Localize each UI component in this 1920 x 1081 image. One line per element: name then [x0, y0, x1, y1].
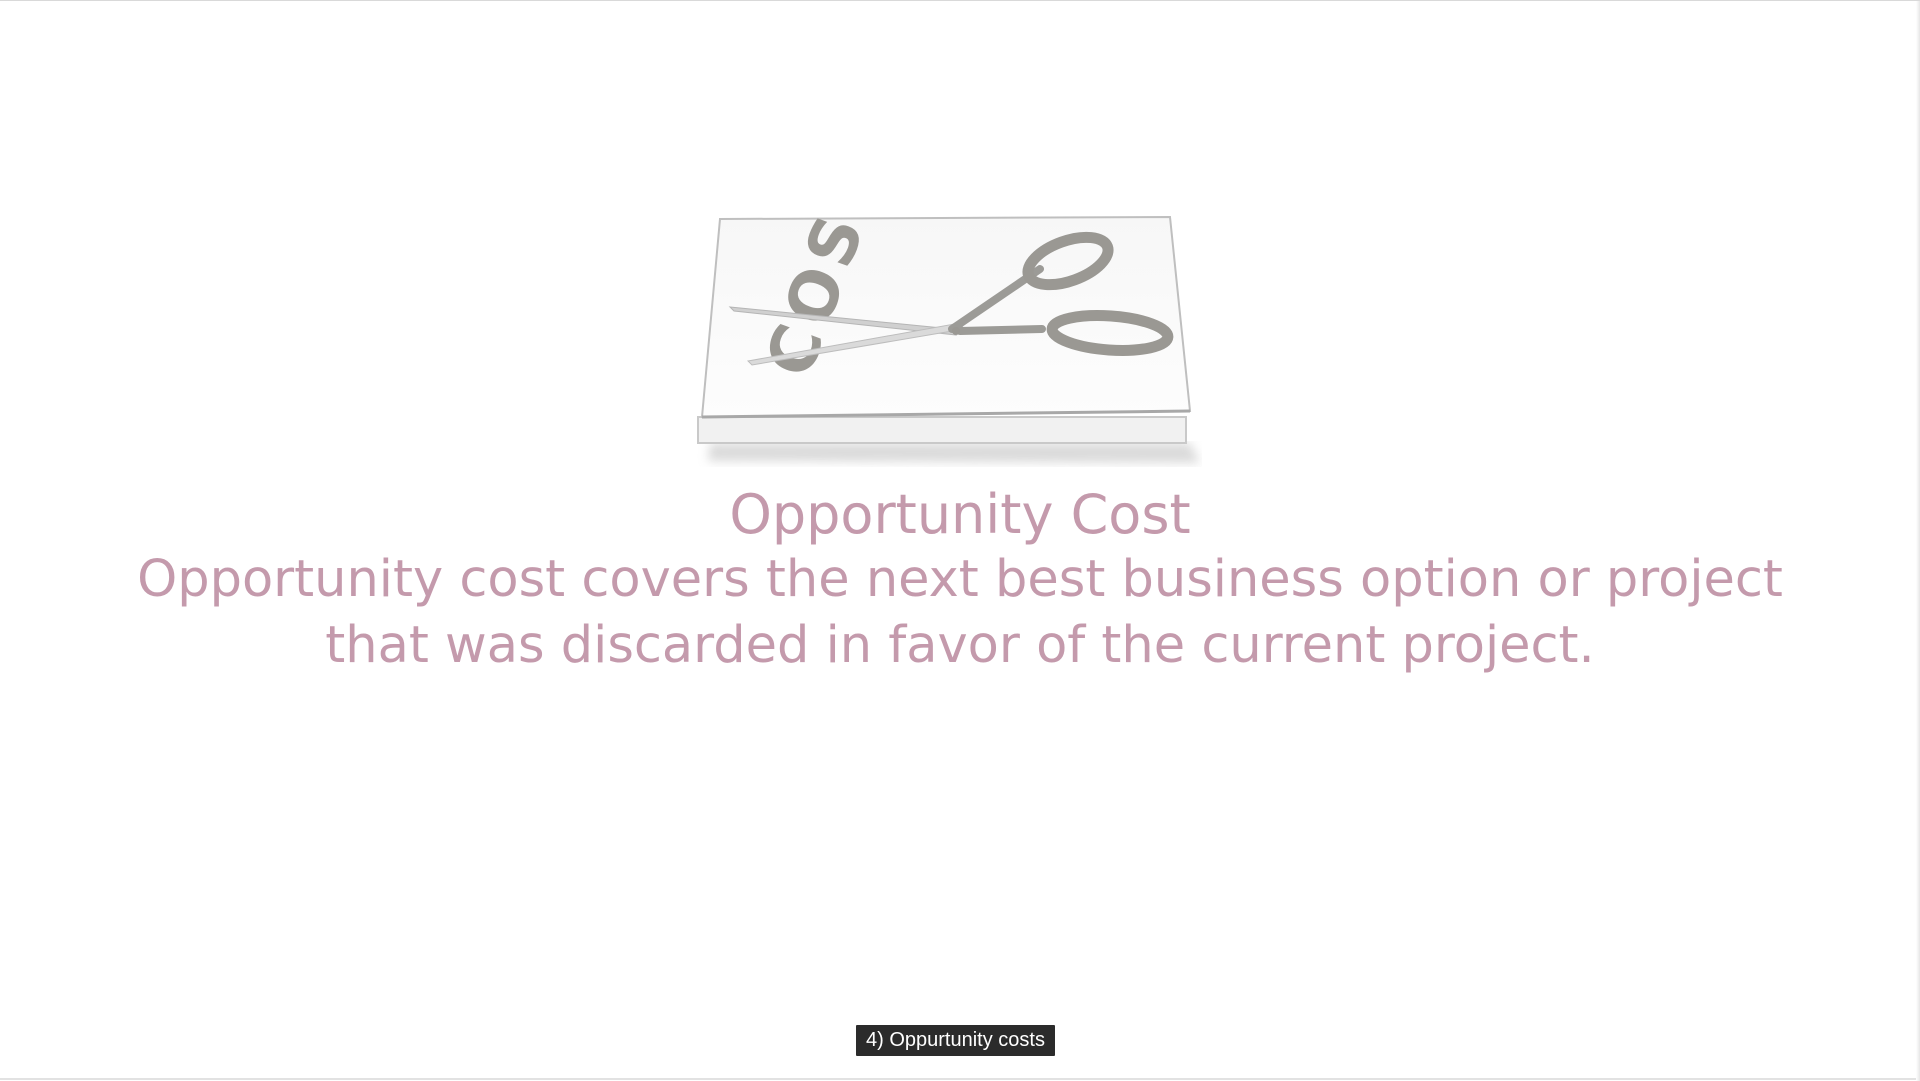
cost-cut-scissors-icon: COST — [697, 211, 1200, 463]
slide-description: Opportunity cost covers the next best bu… — [137, 550, 1783, 675]
slide-title: Opportunity Cost — [729, 483, 1191, 546]
frame-edge — [1916, 1, 1920, 1081]
subtitle-caption: 4) Oppurtunity costs — [856, 1025, 1055, 1056]
